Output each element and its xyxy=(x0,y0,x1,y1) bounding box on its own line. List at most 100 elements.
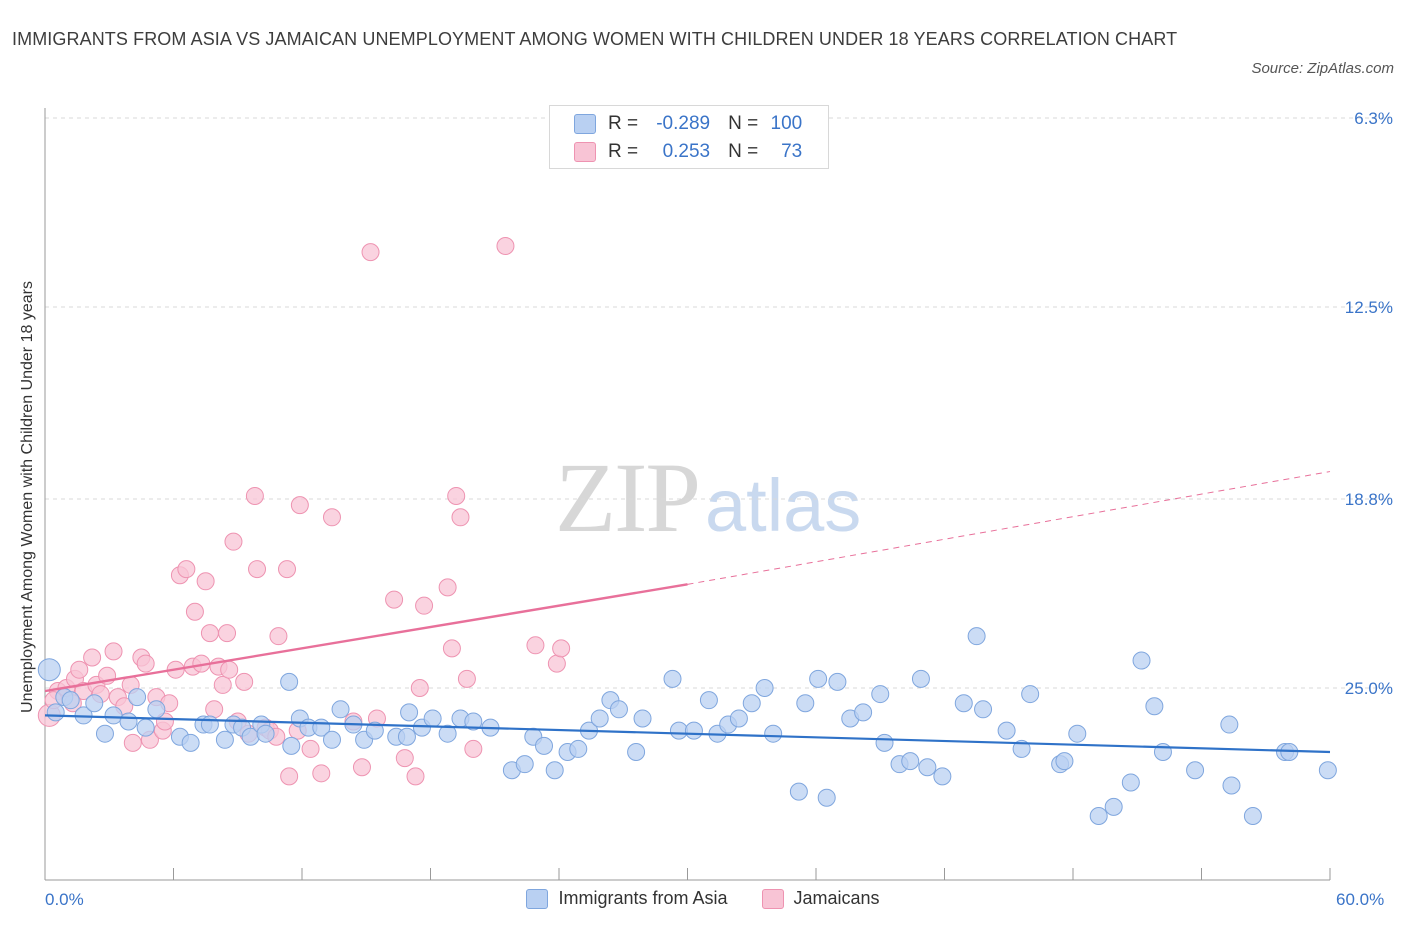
legend-r-label: R = xyxy=(608,141,639,162)
legend-n-label: N = xyxy=(728,113,759,134)
asia-points xyxy=(37,627,1337,825)
jamaicans-point xyxy=(451,508,470,527)
asia-point xyxy=(365,721,384,740)
asia-point xyxy=(796,694,815,713)
asia-point xyxy=(684,721,703,740)
asia-point xyxy=(1132,651,1151,670)
y-tick-label-1: 18.8% xyxy=(1345,490,1393,509)
legend-row-asia: R = -0.289 N = 100 xyxy=(574,112,802,136)
asia-point xyxy=(215,730,234,749)
jamaicans-trend-extension xyxy=(687,471,1331,585)
jamaicans-point xyxy=(235,672,254,691)
bottom-legend-asia[interactable]: Immigrants from Asia xyxy=(526,888,728,909)
jamaicans-point xyxy=(352,758,371,777)
jamaicans-point xyxy=(205,700,224,719)
legend-row-jamaicans: R = 0.253 N = 73 xyxy=(574,140,802,164)
asia-point xyxy=(282,736,301,755)
asia-point xyxy=(104,706,123,725)
asia-point xyxy=(954,694,973,713)
jamaicans-point xyxy=(385,590,404,609)
bottom-legend-swatch-jamaicans xyxy=(761,888,784,909)
y-tick-label-2: 12.5% xyxy=(1345,298,1393,317)
asia-point xyxy=(331,700,350,719)
asia-point xyxy=(200,715,219,734)
jamaicans-point xyxy=(196,572,215,591)
bottom-legend-label-jamaicans: Jamaicans xyxy=(793,888,880,908)
jamaicans-point xyxy=(213,675,232,694)
jamaicans-point xyxy=(123,733,142,752)
trend-lines xyxy=(44,471,1331,754)
bottom-legend-label-asia: Immigrants from Asia xyxy=(558,888,728,908)
jamaicans-point xyxy=(248,560,267,579)
asia-point xyxy=(699,691,718,710)
jamaicans-point xyxy=(415,596,434,615)
correlation-legend: R = -0.289 N = 100 R = 0.253 N = 73 xyxy=(549,105,829,169)
watermark-atlas: atlas xyxy=(705,464,862,547)
jamaicans-point xyxy=(70,660,89,679)
bottom-legend: Immigrants from Asia Jamaicans xyxy=(0,888,1406,909)
asia-point xyxy=(764,724,783,743)
asia-point xyxy=(1243,806,1262,825)
asia-point xyxy=(1186,761,1205,780)
asia-point xyxy=(590,709,609,728)
jamaicans-point xyxy=(269,627,288,646)
asia-point xyxy=(997,721,1016,740)
x-tick-max: 60.0% xyxy=(1336,890,1385,909)
jamaicans-point xyxy=(83,648,102,667)
bottom-legend-jamaicans[interactable]: Jamaicans xyxy=(761,888,880,909)
asia-point xyxy=(742,694,761,713)
jamaicans-point xyxy=(177,560,196,579)
asia-point xyxy=(1055,752,1074,771)
jamaicans-point xyxy=(395,749,414,768)
asia-point xyxy=(974,700,993,719)
jamaicans-point xyxy=(280,767,299,786)
asia-point xyxy=(37,658,61,682)
legend-swatch-jamaicans xyxy=(574,142,596,162)
asia-point xyxy=(46,703,65,722)
bottom-legend-swatch-asia xyxy=(526,888,549,909)
jamaicans-point xyxy=(322,508,341,527)
asia-point xyxy=(918,758,937,777)
asia-point xyxy=(828,672,847,691)
asia-point xyxy=(61,691,80,710)
jamaicans-point xyxy=(464,739,483,758)
asia-point xyxy=(1220,715,1239,734)
asia-point xyxy=(545,761,564,780)
asia-point xyxy=(627,742,646,761)
asia-point xyxy=(1068,724,1087,743)
grid-lines xyxy=(45,117,1390,689)
jamaicans-point xyxy=(290,496,309,515)
asia-point xyxy=(809,669,828,688)
asia-point xyxy=(633,709,652,728)
y-tick-label-3: 6.3% xyxy=(1354,109,1393,128)
asia-trend-line xyxy=(44,714,1331,754)
jamaicans-point xyxy=(438,578,457,597)
legend-n-value: 73 xyxy=(781,141,803,162)
asia-point xyxy=(464,712,483,731)
asia-point xyxy=(755,678,774,697)
asia-point xyxy=(515,755,534,774)
jamaicans-point xyxy=(136,654,155,673)
jamaicans-point xyxy=(496,237,515,256)
jamaicans-point xyxy=(220,660,239,679)
asia-point xyxy=(280,672,299,691)
asia-point xyxy=(663,669,682,688)
legend-n-label: N = xyxy=(728,141,759,162)
asia-point xyxy=(1021,685,1040,704)
asia-point xyxy=(1318,761,1337,780)
jamaicans-point xyxy=(457,669,476,688)
asia-point xyxy=(181,733,200,752)
y-tick-labels: 25.0% 18.8% 12.5% 6.3% xyxy=(1345,109,1393,698)
jamaicans-point xyxy=(155,712,174,731)
jamaicans-point xyxy=(218,624,237,643)
jamaicans-point xyxy=(547,654,566,673)
asia-point xyxy=(438,724,457,743)
asia-point xyxy=(128,688,147,707)
jamaicans-point xyxy=(185,602,204,621)
jamaicans-point xyxy=(312,764,331,783)
jamaicans-point xyxy=(245,486,264,505)
asia-point xyxy=(95,724,114,743)
jamaicans-point xyxy=(447,486,466,505)
asia-point xyxy=(119,712,138,731)
